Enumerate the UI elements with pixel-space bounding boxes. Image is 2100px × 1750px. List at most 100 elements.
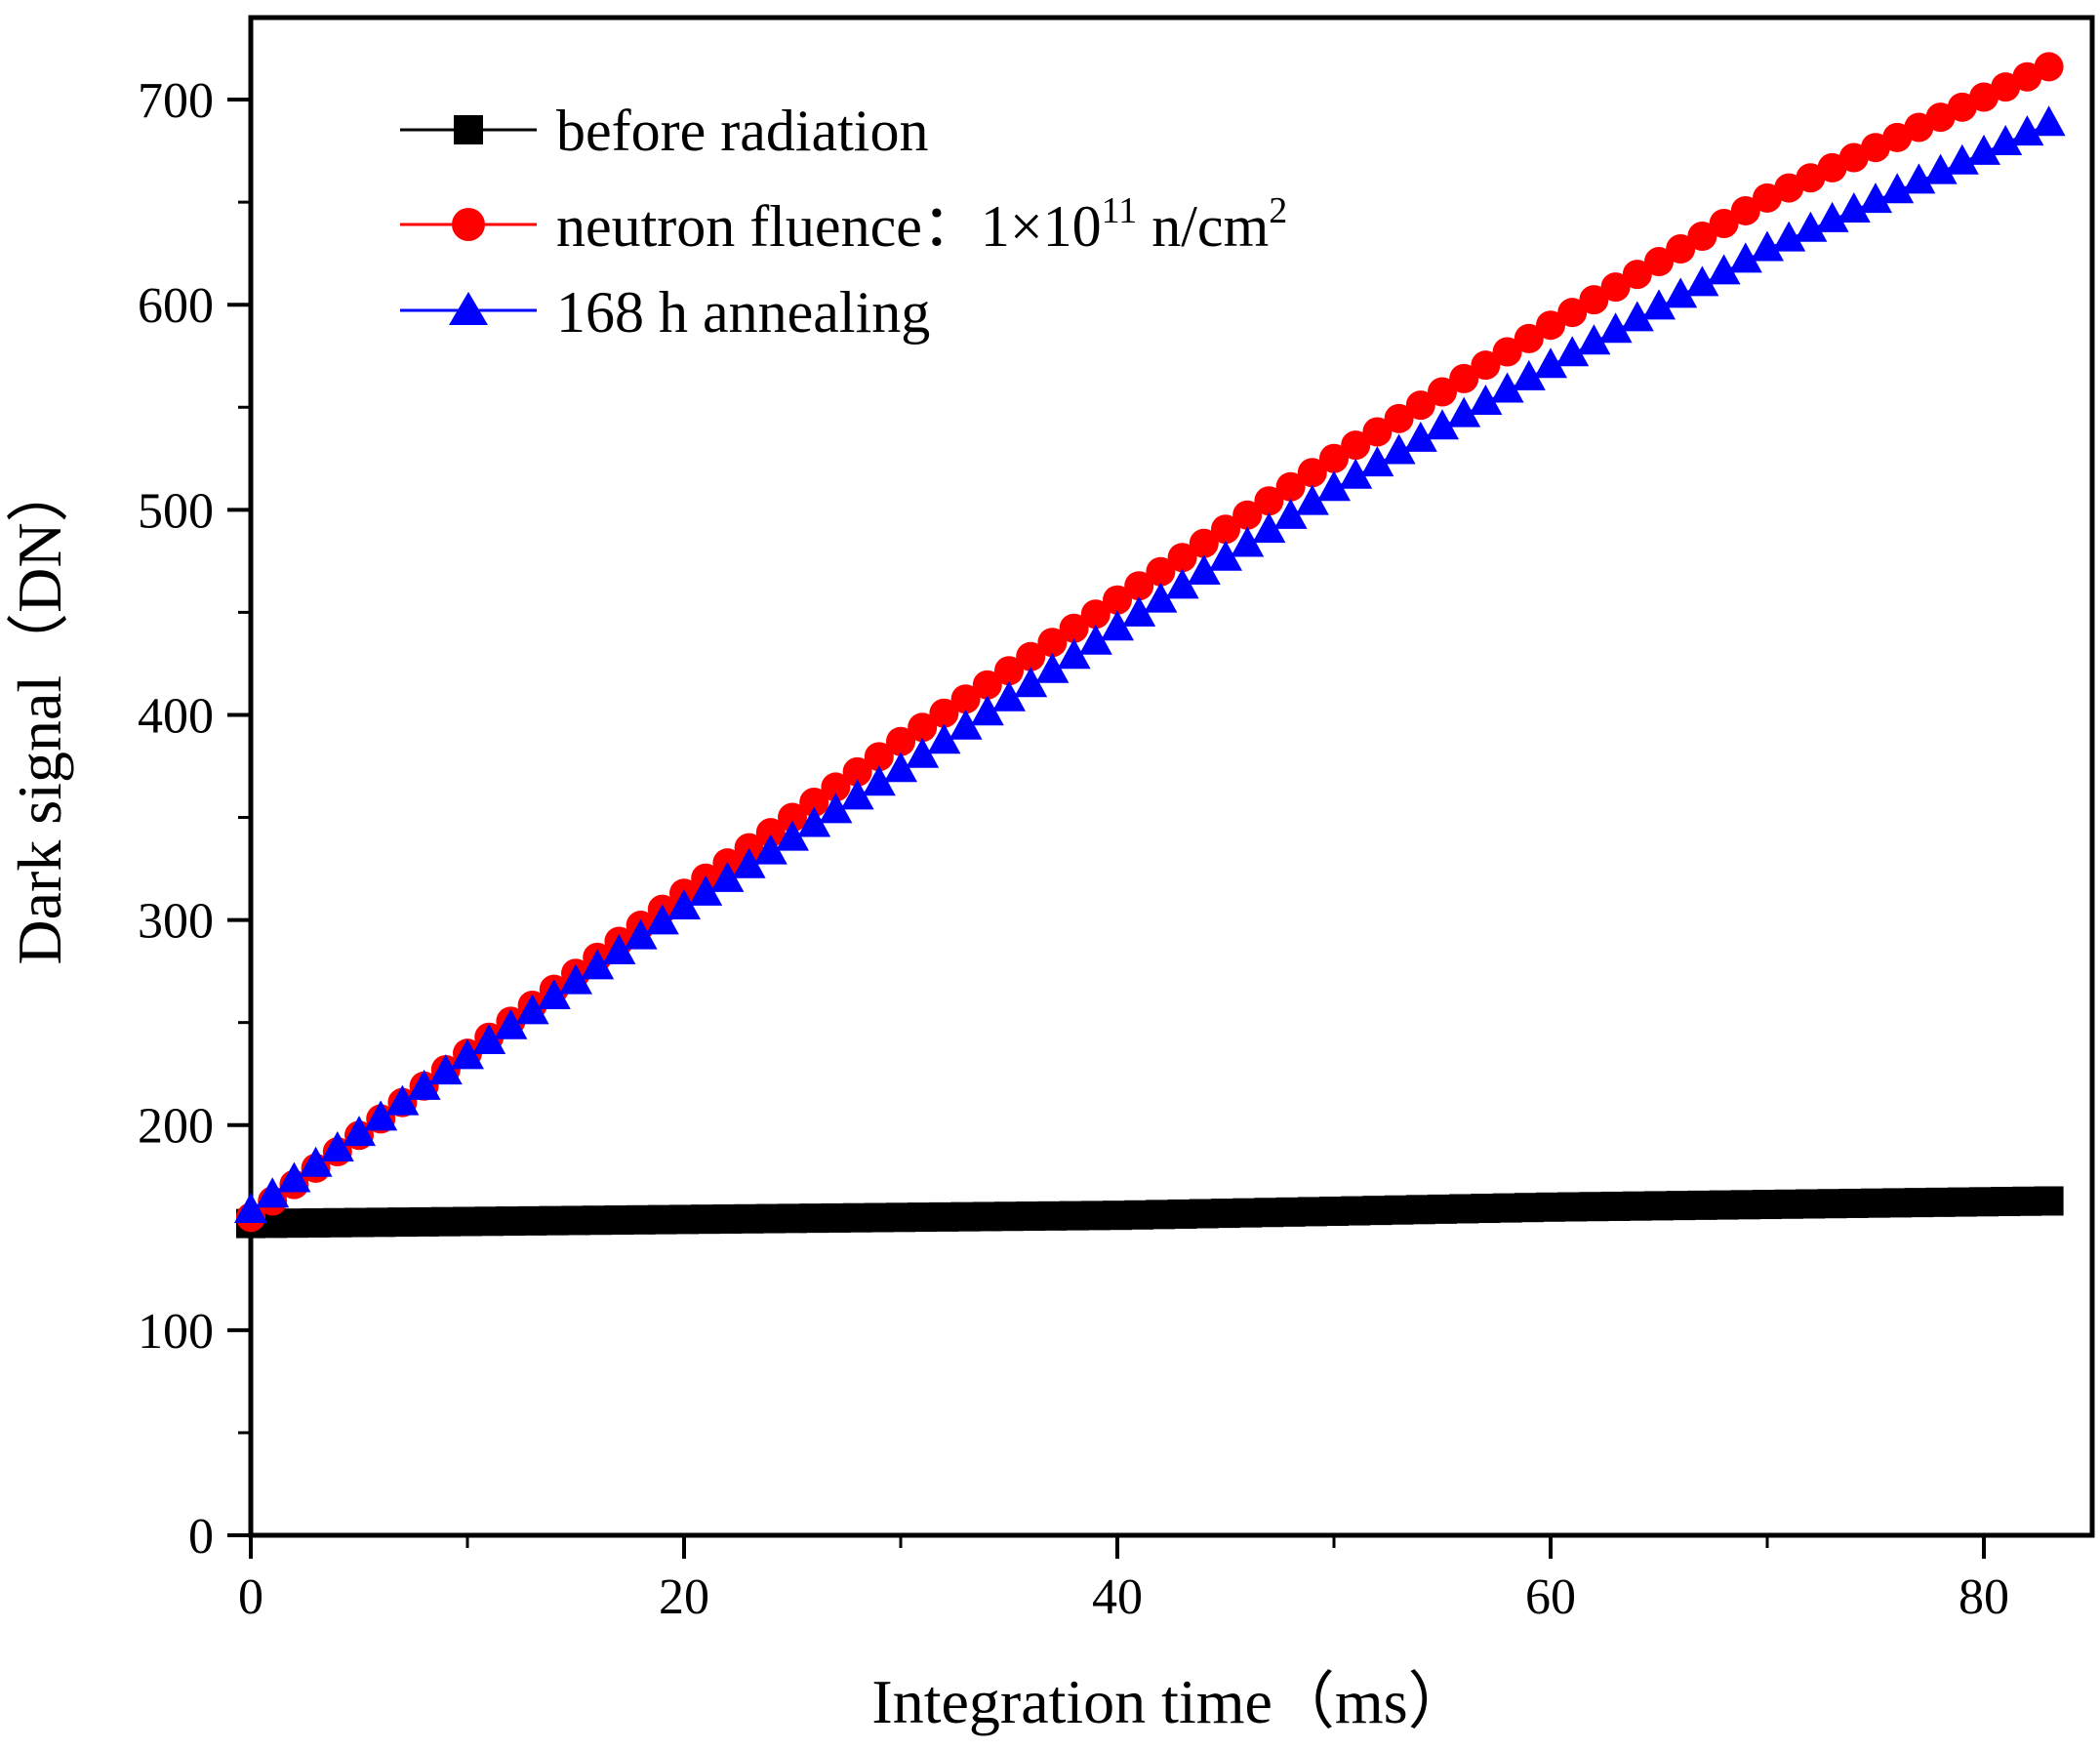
- data-point-triangle: [1360, 446, 1394, 477]
- data-point-circle: [1600, 272, 1631, 303]
- data-point-triangle: [537, 979, 571, 1010]
- data-point-triangle: [602, 934, 636, 965]
- data-point-triangle: [1078, 624, 1112, 655]
- data-point-triangle: [862, 765, 896, 796]
- x-tick-label: 0: [238, 1569, 263, 1625]
- data-point-triangle: [299, 1146, 333, 1177]
- data-point-circle: [1730, 195, 1760, 225]
- data-point-triangle: [927, 723, 961, 754]
- data-point-circle: [994, 656, 1024, 686]
- data-point-circle: [1189, 528, 1219, 558]
- data-point-triangle: [407, 1069, 441, 1100]
- data-point-circle: [734, 833, 764, 863]
- data-point-triangle: [624, 918, 658, 950]
- data-point-triangle: [1382, 433, 1416, 465]
- legend-label-annealing: 168 h annealing: [556, 280, 930, 345]
- data-point-circle: [1492, 337, 1522, 367]
- data-point-circle: [886, 726, 915, 756]
- data-point-circle: [1016, 641, 1046, 672]
- x-axis-title: Integration time（ms）: [871, 1667, 1470, 1736]
- data-point-triangle: [1144, 582, 1178, 613]
- data-point-triangle: [1273, 498, 1308, 529]
- data-point-triangle: [494, 1008, 528, 1039]
- legend-neutron-unit: n/cm: [1137, 194, 1269, 259]
- y-tick-label: 100: [138, 1304, 214, 1360]
- data-point-triangle: [710, 861, 745, 892]
- data-point-triangle: [1880, 173, 1915, 204]
- legend-neutron-base: 1×10: [981, 194, 1102, 259]
- x-tick-label: 80: [1959, 1569, 2009, 1625]
- data-point-triangle: [343, 1116, 376, 1147]
- data-point-circle: [1080, 599, 1111, 630]
- data-point-triangle: [1772, 221, 1806, 252]
- data-point-triangle: [1209, 540, 1242, 571]
- data-point-triangle: [472, 1024, 506, 1055]
- data-point-circle: [1449, 363, 1479, 393]
- data-point-triangle: [840, 779, 874, 810]
- data-point-circle: [1622, 260, 1652, 290]
- y-tick-label: 200: [138, 1099, 214, 1155]
- data-point-triangle: [256, 1177, 290, 1208]
- data-point-triangle: [992, 680, 1026, 712]
- legend-item-annealing: 168 h annealing: [400, 280, 930, 345]
- data-point-triangle: [1534, 347, 1567, 379]
- data-point-circle: [821, 772, 851, 802]
- data-point-triangle: [1122, 595, 1156, 627]
- data-point-triangle: [753, 834, 788, 865]
- data-point-triangle: [1057, 638, 1091, 670]
- x-axis: 0 20 40 60 80: [238, 1535, 2009, 1625]
- data-point-circle: [1124, 571, 1154, 601]
- data-point-triangle: [1035, 652, 1070, 683]
- y-axis-title: Dark signal（DN）: [5, 460, 74, 964]
- data-point-triangle: [949, 709, 983, 740]
- y-tick-label: 0: [188, 1509, 214, 1565]
- data-point-triangle: [1707, 254, 1741, 285]
- data-point-triangle: [1490, 372, 1524, 403]
- data-point-triangle: [689, 875, 723, 906]
- data-point-circle: [1687, 222, 1717, 252]
- data-point-triangle: [1512, 359, 1546, 390]
- data-point-circle: [1514, 323, 1544, 353]
- data-point-circle: [1471, 350, 1501, 381]
- data-point-circle: [1319, 443, 1349, 473]
- data-point-triangle: [1945, 143, 1979, 175]
- data-point-circle: [1232, 500, 1263, 530]
- data-point-triangle: [1339, 458, 1373, 489]
- data-point-triangle: [1165, 568, 1199, 599]
- data-point-triangle: [1252, 512, 1286, 544]
- data-point-circle: [1405, 390, 1435, 421]
- data-point-circle: [1254, 486, 1284, 516]
- data-point-triangle: [1426, 409, 1459, 440]
- data-point-triangle: [451, 1038, 484, 1070]
- data-point-triangle: [1101, 610, 1134, 641]
- data-point-triangle: [645, 904, 679, 935]
- data-point-circle: [1428, 377, 1457, 407]
- data-point-circle: [1167, 543, 1197, 573]
- data-point-triangle: [1295, 484, 1329, 515]
- y-tick-label: 500: [138, 483, 214, 539]
- data-point-triangle: [1728, 242, 1762, 273]
- data-point-triangle: [1837, 192, 1871, 224]
- series-2: [234, 105, 2066, 1223]
- data-point-circle: [1536, 310, 1565, 341]
- data-point-circle: [1362, 417, 1393, 447]
- data-point-circle: [755, 818, 786, 848]
- data-point-circle: [1103, 585, 1132, 615]
- data-point-triangle: [1664, 277, 1698, 308]
- data-point-triangle: [1642, 289, 1676, 320]
- data-point-triangle: [1577, 324, 1611, 355]
- data-point-triangle: [234, 1192, 267, 1223]
- data-point-triangle: [1598, 312, 1633, 344]
- data-point-circle: [950, 684, 981, 714]
- legend-marker-square: [454, 115, 483, 144]
- data-point-triangle: [428, 1054, 463, 1085]
- data-point-circle: [1709, 208, 1739, 238]
- data-point-triangle: [1187, 554, 1221, 586]
- data-point-circle: [929, 698, 959, 728]
- data-point-circle: [908, 712, 938, 743]
- data-point-triangle: [884, 752, 917, 783]
- data-point-triangle: [559, 963, 592, 995]
- data-point-triangle: [1815, 201, 1849, 232]
- data-point-triangle: [1014, 667, 1048, 698]
- x-tick-label: 20: [659, 1569, 709, 1625]
